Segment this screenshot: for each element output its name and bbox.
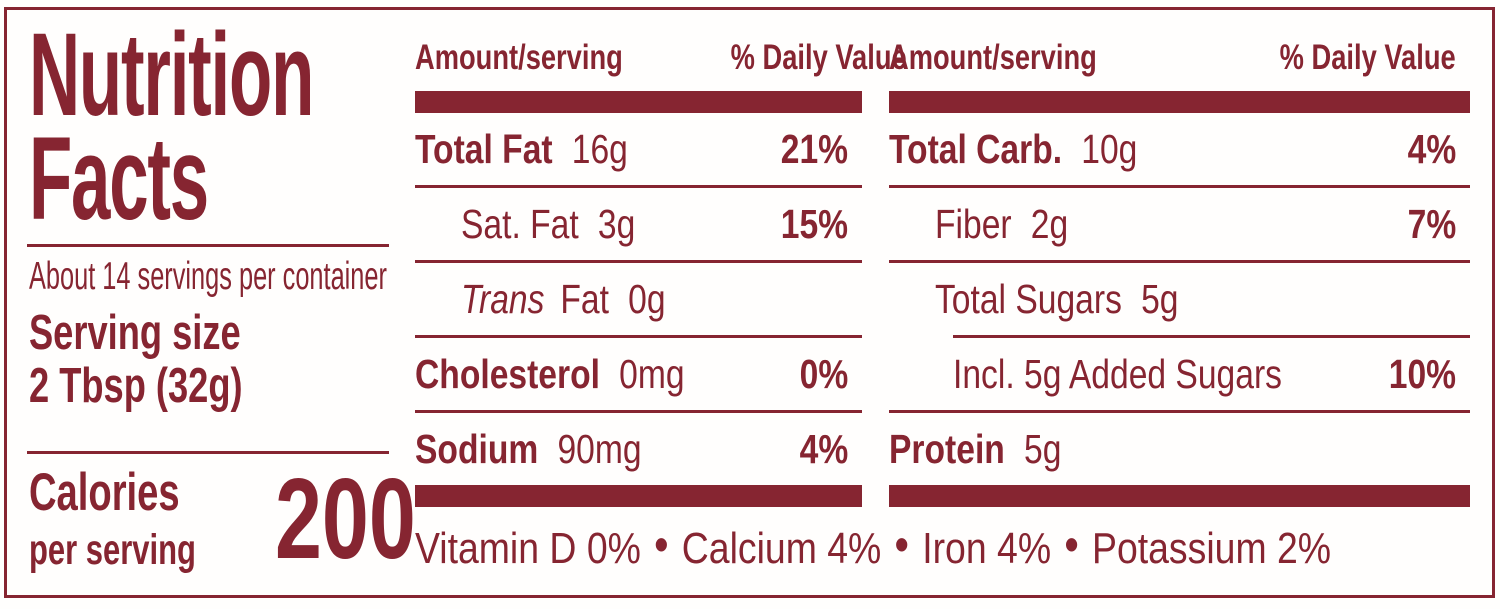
nutrient-row-fiber: Fiber 2g 7% <box>889 188 1470 260</box>
column-header: Amount/serving % Daily Value <box>889 34 1470 78</box>
thick-rule <box>889 91 1470 113</box>
nutrient-daily-value: 4% <box>799 425 848 472</box>
column-carb-protein: Amount/serving % Daily Value Total Carb.… <box>889 10 1470 507</box>
nutrient-daily-value: 21% <box>780 125 848 172</box>
row-divider <box>953 335 1470 338</box>
label-summary-section: Nutrition Facts About 14 servings per co… <box>7 9 416 595</box>
nutrient-label: Cholesterol 0mg <box>415 350 685 397</box>
column-fat-sodium: Amount/serving % Daily Value Total Fat 1… <box>415 10 907 507</box>
page-title: Nutrition Facts <box>29 9 314 245</box>
title-line-2: Facts <box>29 112 209 245</box>
row-divider <box>415 185 862 188</box>
row-divider <box>889 185 1470 188</box>
label-frame: Nutrition Facts About 14 servings per co… <box>4 7 1495 598</box>
nutrient-label: Sat. Fat 3g <box>461 200 636 247</box>
calories-section: Calories per serving 200 <box>29 463 416 577</box>
calories-labels: Calories per serving <box>29 466 261 572</box>
daily-value-header: % Daily Value <box>1279 38 1456 77</box>
nutrient-daily-value: 0% <box>799 350 848 397</box>
bullet-separator: • <box>654 518 669 570</box>
row-divider <box>415 410 862 413</box>
section-divider <box>27 243 389 247</box>
title-line-1: Nutrition <box>29 9 314 141</box>
section-divider <box>27 451 389 455</box>
nutrient-daily-value: 10% <box>1388 350 1456 397</box>
nutrient-label: Fiber 2g <box>935 200 1069 247</box>
nutrient-row-added-sugars: Incl. 5g Added Sugars 10% <box>889 338 1470 410</box>
nutrient-columns: Amount/serving % Daily Value Total Fat 1… <box>409 10 1492 595</box>
micronutrient-item: Vitamin D 0% <box>415 524 641 573</box>
micronutrient-item: Potassium 2% <box>1091 524 1332 573</box>
nutrient-label: Total Fat 16g <box>415 125 628 172</box>
row-divider <box>415 260 862 263</box>
nutrient-label: Total Sugars 5g <box>935 275 1179 322</box>
nutrient-row-protein: Protein 5g <box>889 413 1470 485</box>
micronutrient-item: Iron 4% <box>922 524 1052 573</box>
thick-rule <box>415 91 862 113</box>
amount-serving-header: Amount/serving <box>415 38 623 77</box>
nutrient-row-sodium: Sodium 90mg 4% <box>415 413 862 485</box>
row-divider <box>889 260 1470 263</box>
nutrient-label: Total Carb. 10g <box>889 125 1138 172</box>
bullet-separator: • <box>894 518 909 570</box>
nutrient-row-total-carb: Total Carb. 10g 4% <box>889 113 1470 185</box>
micronutrients-text: Vitamin D 0% • Calcium 4% • Iron 4% • Potassiu… <box>415 518 1332 574</box>
nutrient-label: Trans Fat 0g <box>461 275 666 322</box>
amount-serving-header: Amount/serving <box>889 38 1097 77</box>
nutrient-label: Sodium 90mg <box>415 425 642 472</box>
row-divider <box>415 335 862 338</box>
nutrient-daily-value: 7% <box>1407 200 1456 247</box>
nutrient-label: Incl. 5g Added Sugars <box>953 350 1282 397</box>
nutrient-daily-value: 4% <box>1407 125 1456 172</box>
nutrient-row-sat-fat: Sat. Fat 3g 15% <box>415 188 862 260</box>
calories-label: Calories <box>29 463 180 523</box>
thick-rule <box>889 485 1470 507</box>
serving-size-label: Serving size <box>29 305 241 360</box>
nutrient-row-trans-fat: Trans Fat 0g <box>415 263 862 335</box>
row-divider <box>889 410 1470 413</box>
nutrient-row-total-sugars: Total Sugars 5g <box>889 263 1470 335</box>
micronutrient-item: Calcium 4% <box>681 524 882 573</box>
micronutrients-row: Vitamin D 0% • Calcium 4% • Iron 4% • Potassiu… <box>415 515 1470 579</box>
nutrient-label: Protein 5g <box>889 425 1062 472</box>
calories-value: 200 <box>274 456 416 584</box>
thick-rule <box>415 485 862 507</box>
serving-size-value: 2 Tbsp (32g) <box>29 358 243 413</box>
calories-sublabel: per serving <box>29 526 196 575</box>
bullet-separator: • <box>1064 518 1079 570</box>
servings-per-container: About 14 servings per container <box>29 254 387 298</box>
daily-value-header: % Daily Value <box>731 38 908 77</box>
nutrient-row-cholesterol: Cholesterol 0mg 0% <box>415 338 862 410</box>
nutrient-row-total-fat: Total Fat 16g 21% <box>415 113 862 185</box>
column-header: Amount/serving % Daily Value <box>415 34 907 78</box>
nutrient-daily-value: 15% <box>780 200 848 247</box>
